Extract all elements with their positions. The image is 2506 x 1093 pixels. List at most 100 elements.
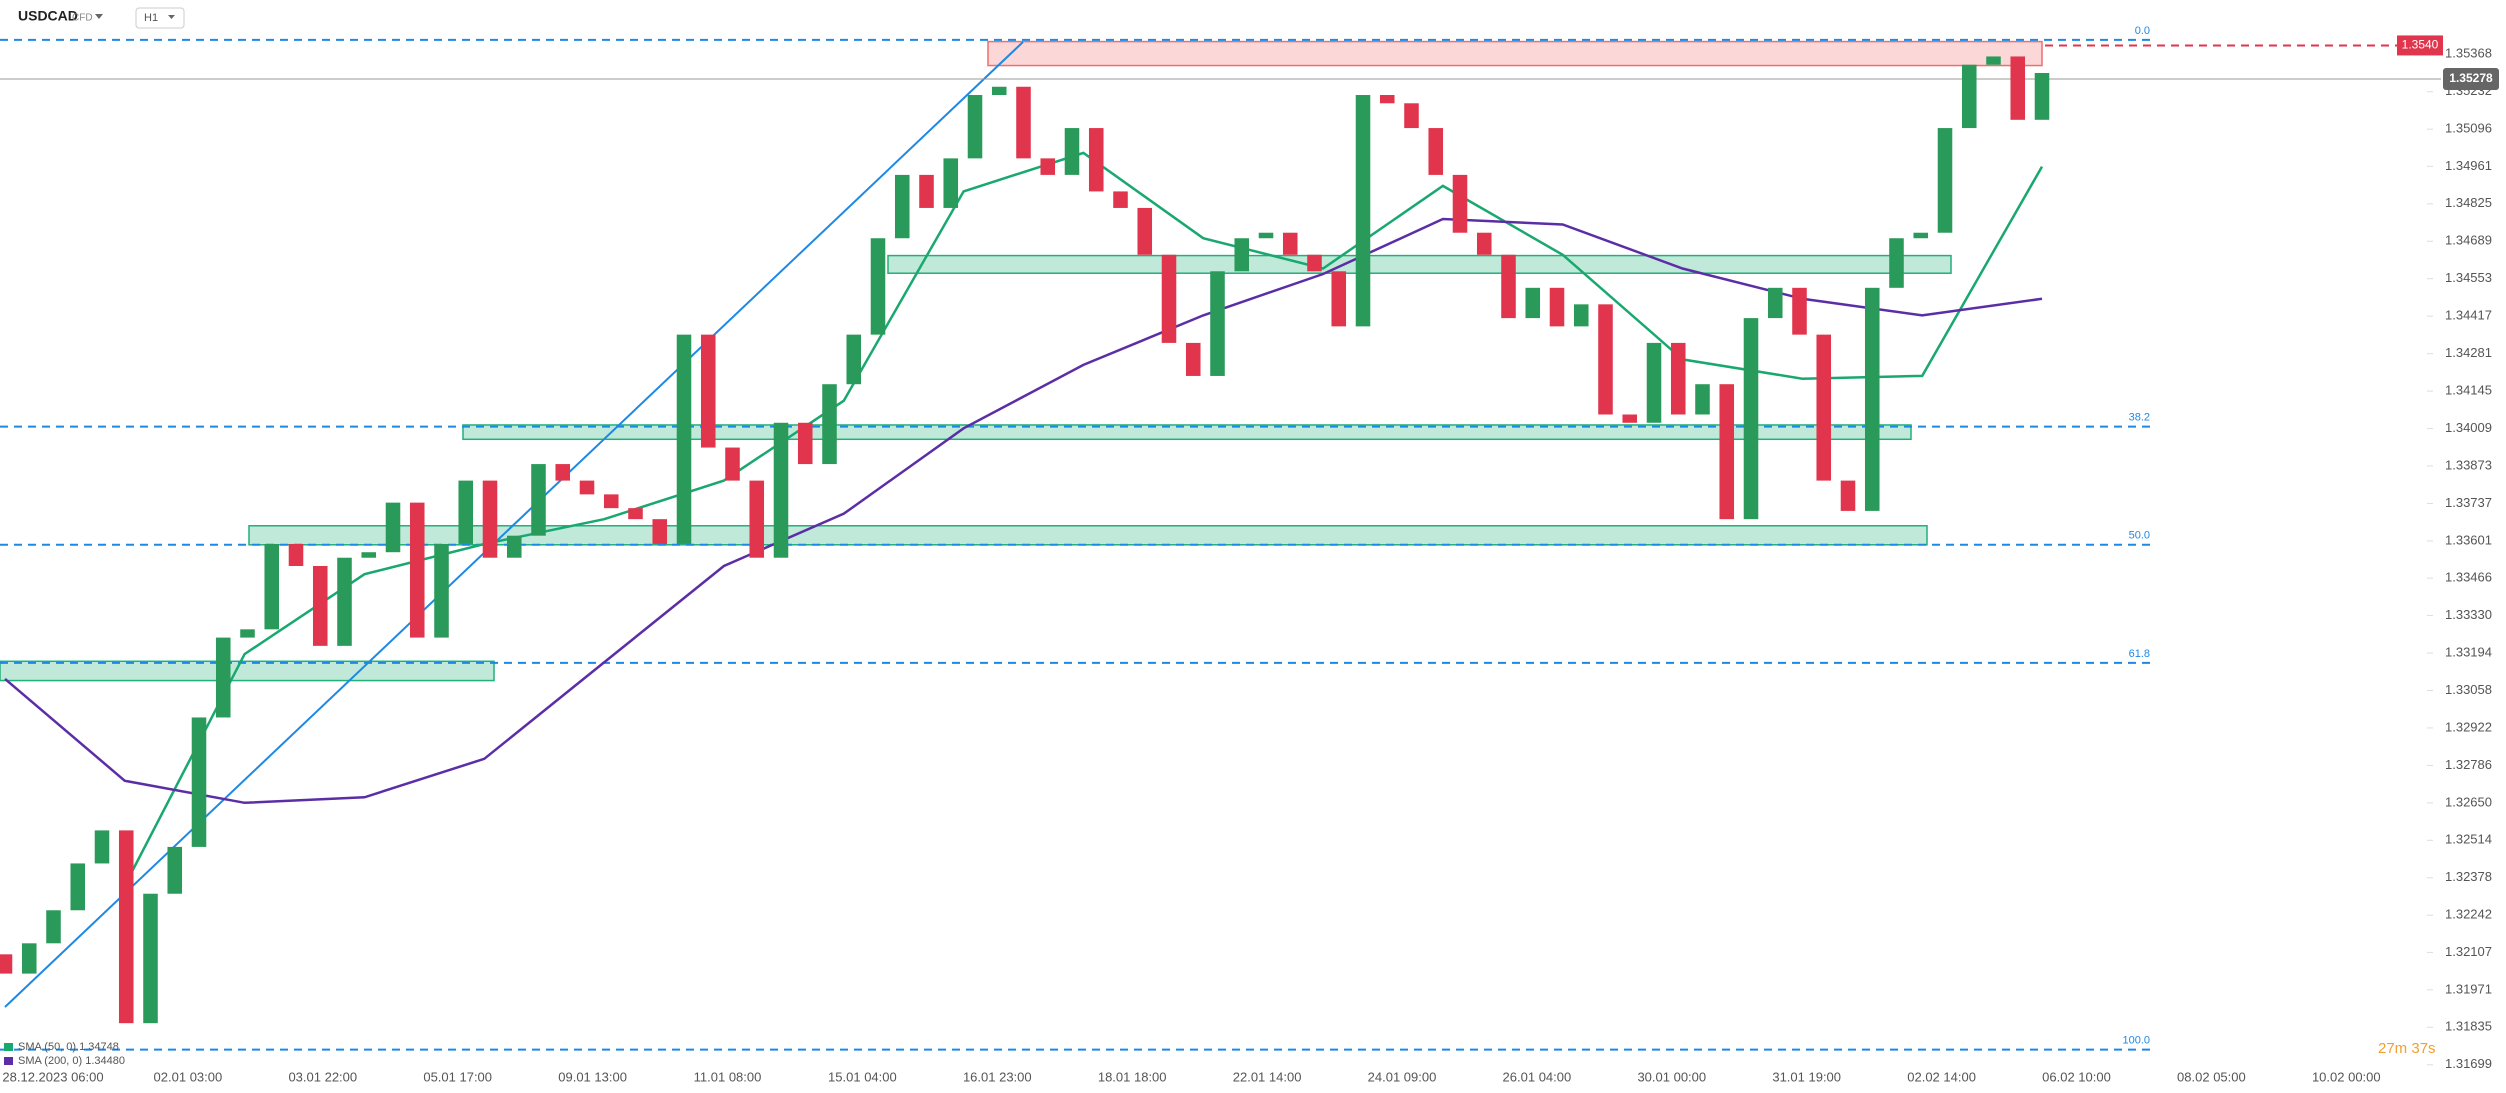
y-tick-label: 1.34689	[2445, 233, 2492, 248]
candle	[531, 464, 546, 536]
candle	[1792, 287, 1807, 335]
timer: 27m 37s	[2378, 1040, 2436, 1057]
candle	[1210, 271, 1225, 376]
x-tick-label: 22.01 14:00	[1233, 1069, 1302, 1084]
instrument: CFD	[72, 13, 93, 24]
candle	[1573, 304, 1589, 327]
y-tick-label: 1.32107	[2445, 944, 2492, 959]
x-tick-label: 11.01 08:00	[694, 1069, 762, 1084]
candle	[797, 422, 813, 465]
candle	[1088, 128, 1104, 192]
legend-swatch	[4, 1057, 13, 1065]
candle	[943, 158, 959, 208]
candle	[46, 910, 61, 944]
y-tick-label: 1.33058	[2445, 682, 2492, 697]
candle	[1864, 287, 1880, 511]
x-tick-label: 02.02 14:00	[1907, 1069, 1976, 1084]
fib-label: 38.2	[2129, 412, 2150, 424]
candle	[1379, 95, 1395, 104]
candle	[1646, 342, 1662, 423]
candle	[555, 464, 571, 481]
candle	[1695, 384, 1710, 415]
timeframe[interactable]: H1	[144, 12, 158, 24]
candle	[749, 480, 765, 558]
candle	[676, 334, 692, 544]
x-tick-label: 16.01 23:00	[963, 1069, 1032, 1084]
y-tick-label: 1.32922	[2445, 719, 2492, 734]
candle	[1501, 254, 1516, 319]
candle	[167, 846, 183, 894]
candle	[1549, 287, 1565, 327]
timeframe-box[interactable]	[135, 7, 185, 29]
price-tag-label: 1.3540	[2402, 38, 2439, 52]
legend-label: SMA (50, 0) 1.34748	[18, 1041, 119, 1053]
sma-line	[4, 217, 2043, 805]
candle	[1986, 56, 2001, 65]
candle	[1137, 207, 1153, 255]
candle	[288, 543, 304, 566]
zone	[0, 660, 495, 682]
candle	[1476, 232, 1492, 255]
candle	[894, 174, 910, 239]
y-tick-label: 1.32786	[2445, 757, 2492, 772]
candle	[1622, 414, 1638, 423]
candle	[1840, 480, 1856, 511]
candle	[919, 174, 934, 208]
candle	[1816, 334, 1832, 481]
x-tick-label: 02.01 03:00	[154, 1069, 223, 1084]
x-tick-label: 28.12.2023 06:00	[2, 1069, 103, 1084]
candle	[118, 830, 134, 1024]
candle	[1185, 342, 1201, 376]
y-tick-label: 1.33601	[2445, 532, 2492, 547]
candle	[1743, 318, 1759, 520]
candle	[312, 565, 328, 646]
symbol-dropdown[interactable]	[95, 14, 103, 19]
y-tick-label: 1.31699	[2445, 1056, 2492, 1071]
candle	[1670, 342, 1686, 415]
y-tick-label: 1.34961	[2445, 158, 2492, 173]
y-tick-label: 1.35368	[2445, 46, 2492, 61]
x-tick-label: 06.02 10:00	[2042, 1069, 2111, 1084]
candle	[143, 893, 158, 1024]
candle	[1040, 158, 1056, 175]
price-tag-label: 1.35278	[2449, 71, 2493, 85]
candle	[1113, 191, 1128, 208]
y-tick-label: 1.33194	[2445, 644, 2492, 659]
candle	[2010, 56, 2026, 120]
candle	[652, 519, 668, 544]
candle	[1937, 128, 1953, 233]
candle	[870, 238, 886, 335]
candle	[191, 717, 207, 847]
candle	[967, 95, 983, 159]
symbol[interactable]: USDCAD	[18, 8, 78, 24]
timeframe-dropdown[interactable]	[168, 15, 175, 19]
y-tick-label: 1.34281	[2445, 345, 2492, 360]
fib-label: 100.0	[2122, 1035, 2150, 1047]
y-tick-label: 1.33466	[2445, 570, 2492, 585]
candle	[215, 637, 231, 718]
candle	[1016, 86, 1031, 159]
candle	[337, 557, 352, 646]
candle	[846, 334, 862, 385]
x-tick-label: 24.01 09:00	[1368, 1069, 1437, 1084]
x-tick-label: 18.01 18:00	[1098, 1069, 1167, 1084]
x-tick-label: 03.01 22:00	[288, 1069, 357, 1084]
candle	[385, 502, 401, 553]
candle	[2034, 72, 2050, 120]
y-tick-label: 1.32242	[2445, 907, 2492, 922]
candle	[725, 447, 740, 481]
candle	[1767, 287, 1783, 319]
x-tick-label: 09.01 13:00	[558, 1069, 627, 1084]
y-tick-label: 1.34553	[2445, 270, 2492, 285]
x-tick-label: 31.01 19:00	[1772, 1069, 1841, 1084]
fib-label: 61.8	[2129, 648, 2150, 660]
candle	[1282, 232, 1298, 255]
candle	[822, 384, 837, 465]
candle	[1258, 232, 1274, 239]
candle	[1961, 64, 1977, 129]
x-tick-label: 30.01 00:00	[1637, 1069, 1706, 1084]
x-tick-label: 05.01 17:00	[423, 1069, 492, 1084]
fib-label: 50.0	[2129, 530, 2150, 542]
candle	[264, 543, 280, 630]
